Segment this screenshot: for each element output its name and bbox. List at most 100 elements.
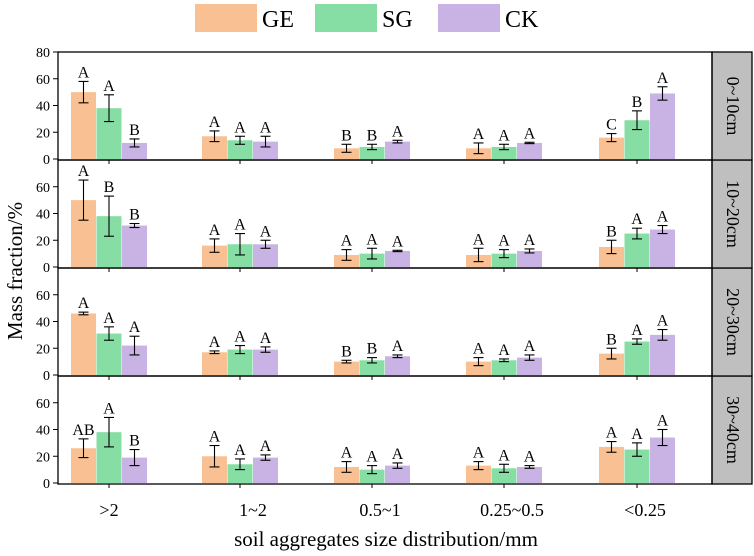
panel-strip — [711, 375, 753, 485]
significance-letter: A — [260, 223, 272, 240]
x-tick-label: >2 — [99, 500, 118, 520]
significance-letter: A — [524, 449, 536, 466]
bar-ck — [517, 250, 542, 267]
legend-label-ck: CK — [505, 7, 539, 33]
bar-ge — [466, 361, 491, 375]
significance-letter: A — [366, 231, 378, 248]
bar-sg — [491, 253, 517, 267]
bar-ck — [253, 244, 278, 267]
bar-ck — [253, 349, 278, 375]
significance-letter: AB — [72, 422, 94, 439]
significance-letter: A — [209, 222, 221, 239]
significance-letter: A — [473, 445, 485, 462]
significance-letter: A — [392, 233, 404, 250]
y-tick-label: 40 — [36, 424, 50, 439]
significance-letter: A — [366, 449, 378, 466]
significance-letter: A — [103, 310, 115, 327]
panel-strip — [711, 267, 753, 377]
significance-letter: A — [341, 445, 353, 462]
panel-strip — [711, 51, 753, 161]
y-tick-label: 60 — [36, 181, 50, 196]
y-tick-label: 40 — [36, 316, 50, 331]
y-tick-label: 60 — [36, 289, 50, 304]
significance-letter: B — [341, 343, 352, 360]
bar-ge — [466, 465, 491, 483]
significance-letter: A — [606, 425, 618, 442]
significance-letter: A — [78, 64, 90, 81]
bar-ge — [334, 361, 359, 375]
significance-letter: A — [78, 295, 90, 312]
y-tick-label: 60 — [36, 73, 50, 88]
bar-ge — [334, 148, 359, 159]
significance-letter: A — [341, 233, 353, 250]
panel-strips: 0~10cm 10~20cm 20~30cm 30~40cm — [723, 77, 743, 464]
bar-ck — [385, 356, 410, 375]
y-tick-label: 40 — [36, 100, 50, 115]
legend-swatch-ck — [438, 4, 500, 32]
panel-strip-label: 30~40cm — [723, 396, 743, 464]
bar-ck — [253, 141, 278, 159]
significance-letter: B — [129, 122, 140, 139]
bar-ck — [253, 457, 278, 483]
bar-ge — [334, 466, 359, 483]
bar-ck — [385, 465, 410, 483]
bar-ge — [202, 136, 227, 159]
bar-sg — [491, 146, 517, 159]
bar-ck — [650, 334, 675, 375]
y-tick-label: 20 — [36, 234, 50, 249]
bar-sg — [359, 146, 385, 159]
significance-letter: A — [234, 119, 246, 136]
significance-letter: B — [367, 341, 378, 358]
significance-letter: A — [392, 446, 404, 463]
legend-swatch-sg — [315, 4, 377, 32]
bar-sg — [359, 469, 385, 483]
significance-letter: A — [473, 341, 485, 358]
significance-letter: A — [260, 119, 272, 136]
bar-ck — [385, 141, 410, 159]
significance-letter: A — [209, 429, 221, 446]
significance-letter: A — [498, 342, 510, 359]
significance-letter: B — [129, 207, 140, 224]
bar-ge — [599, 353, 624, 375]
y-tick-label: 40 — [36, 208, 50, 223]
bar-ge — [202, 352, 227, 375]
significance-letter: A — [209, 334, 221, 351]
significance-letter: A — [473, 231, 485, 248]
panel-strip-label: 10~20cm — [723, 180, 743, 248]
significance-letter: A — [631, 322, 643, 339]
bar-ge — [202, 245, 227, 267]
bar-sg — [227, 244, 253, 267]
bar-ck — [517, 357, 542, 375]
significance-letter: A — [392, 123, 404, 140]
bar-ck — [517, 142, 542, 159]
significance-letter: A — [234, 217, 246, 234]
bar-ck — [650, 93, 675, 159]
significance-letter: B — [367, 127, 378, 144]
y-tick-label: 0 — [43, 369, 50, 384]
legend: GE SG CK — [195, 4, 539, 33]
significance-letter: B — [104, 179, 115, 196]
bar-sg — [227, 464, 253, 483]
significance-letter: B — [341, 127, 352, 144]
significance-letter: A — [524, 338, 536, 355]
x-tick-labels: >2 1~2 0.5~1 0.25~0.5 <0.25 — [99, 500, 665, 520]
significance-letter: B — [129, 433, 140, 450]
significance-letter: B — [606, 331, 617, 348]
legend-label-ge: GE — [262, 7, 294, 33]
significance-letter: A — [78, 163, 90, 180]
significance-letter: A — [631, 211, 643, 228]
x-tick-label: <0.25 — [624, 500, 666, 520]
bar-ck — [122, 225, 147, 267]
bar-sg — [624, 341, 650, 375]
significance-letter: A — [657, 209, 669, 226]
bar-sg — [359, 360, 385, 375]
significance-letter: A — [234, 442, 246, 459]
bar-ge — [71, 313, 96, 375]
bar-ge — [599, 137, 624, 159]
y-tick-label: 0 — [43, 261, 50, 276]
significance-letter: A — [392, 338, 404, 355]
bar-sg — [227, 140, 253, 159]
